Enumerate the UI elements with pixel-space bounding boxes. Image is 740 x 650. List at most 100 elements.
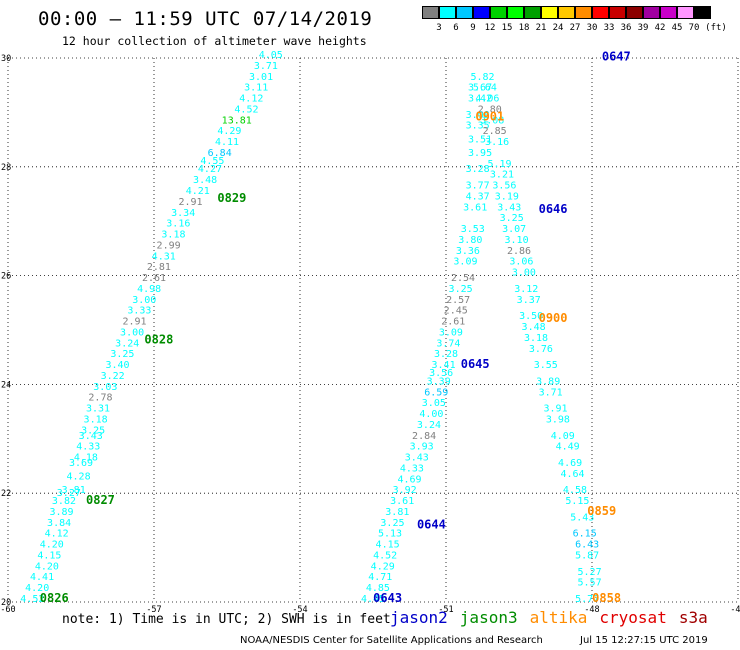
wave-height-label: 3.19 [495,191,519,202]
wave-height-label: 3.43 [405,453,429,464]
wave-height-label: 4.28 [67,472,91,483]
wave-height-label: 2.86 [507,246,531,257]
wave-height-label: 4.18 [74,453,98,464]
color-swatch [456,6,473,19]
color-swatch [490,6,507,19]
wave-height-label: 4.85 [366,583,390,594]
wave-height-label: 3.89 [536,376,560,387]
wave-height-label: 5.82 [470,72,494,83]
wave-height-label: 3.98 [546,414,570,425]
color-scale-label: 27 [569,23,581,33]
wave-height-label: 3.81 [385,507,409,518]
wave-height-label: 3.28 [434,349,458,360]
wave-height-label: 3.33 [127,306,151,317]
x-tick-label: -51 [438,605,453,615]
wave-height-label: 3.36 [456,246,480,257]
wave-height-label: 4.52 [373,550,397,561]
wave-height-label: 2.91 [122,317,146,328]
pass-time-label: 0827 [86,493,115,507]
y-tick-label: 30 [1,54,11,64]
wave-height-label: 3.25 [110,349,134,360]
wave-height-label: 3.69 [69,458,93,469]
x-tick-label: -48 [584,605,599,615]
wave-height-label: 3.06 [509,257,533,268]
wave-height-label: 4.05 [259,50,283,61]
pass-time-label: 0901 [475,110,504,124]
wave-height-label: 3.09 [453,257,477,268]
wave-height-label: 3.25 [81,425,105,436]
wave-height-label: 3.00 [512,268,536,279]
y-tick-label: 28 [1,163,11,173]
wave-height-label: 2.45 [444,306,468,317]
wave-height-label: 4.49 [556,442,580,453]
wave-height-label: 4.09 [551,431,575,442]
wave-height-label: 3.92 [393,485,417,496]
wave-height-label: 3.39 [427,376,451,387]
wave-height-label: 3.48 [522,322,546,333]
legend-item-s3a: s3a [678,608,708,627]
wave-height-label: 3.05 [422,398,446,409]
color-swatch [626,6,643,19]
wave-height-label: 3.82 [52,496,76,507]
pass-time-label: 0859 [587,504,616,518]
wave-height-label: 5.57 [578,578,602,589]
credit-line: NOAA/NESDIS Center for Satellite Applica… [240,635,543,646]
wave-height-label: 3.42 [468,94,492,105]
wave-height-label: 3.53 [461,224,485,235]
color-scale-label: 45 [671,23,683,33]
color-scale-label: 3 [436,23,442,33]
pass-time-label: 0647 [602,50,631,64]
wave-height-label: 3.84 [47,518,71,529]
color-scale-label: 15 [501,23,513,33]
legend-item-jason2: jason2 [390,608,448,627]
wave-height-label: 4.69 [558,458,582,469]
pass-time-label: 0828 [144,333,173,347]
color-scale-label: 70 [688,23,700,33]
wave-height-label: 3.56 [429,368,453,379]
wave-height-label: 3.31 [86,404,110,415]
wave-height-label: 3.00 [132,295,156,306]
wave-height-label: 4.41 [30,572,54,583]
wave-height-label: 3.07 [502,224,526,235]
wave-height-label: 4.00 [419,409,443,420]
wave-height-label: 3.16 [485,137,509,148]
pass-time-label: 0826 [40,591,69,605]
wave-height-label: 5.15 [565,496,589,507]
color-scale-unit: (ft) [705,23,727,33]
wave-height-label: 4.06 [475,94,499,105]
wave-height-label: 4.21 [186,186,210,197]
wave-height-label: 4.29 [371,561,395,572]
wave-height-label: 3.08 [480,115,504,126]
color-scale-label: 18 [518,23,530,33]
wave-height-label: 3.93 [410,442,434,453]
wave-height-label: 4.45 [361,594,385,605]
wave-height-label: 2.57 [446,295,470,306]
wave-height-label: 5.77 [575,594,599,605]
wave-height-label: 3.28 [466,164,490,175]
pass-time-label: 0644 [417,518,446,532]
wave-height-label: 3.27 [57,488,81,499]
wave-height-label: 3.03 [93,382,117,393]
wave-height-label: 3.22 [101,371,125,382]
wave-height-label: 3.08 [466,110,490,121]
wave-height-label: 2.61 [441,317,465,328]
wave-height-label: 3.18 [161,230,185,241]
satellite-legend: jason2 jason3 altika cryosat s3a [390,608,720,627]
wave-height-label: 3.24 [417,420,441,431]
y-tick-label: 22 [1,489,11,499]
x-tick-label: -57 [146,605,161,615]
wave-height-label: 3.61 [390,496,414,507]
color-scale-label: 24 [552,23,564,33]
color-swatch [575,6,592,19]
wave-height-label: 3.76 [529,344,553,355]
wave-height-label: 13.81 [222,115,252,126]
color-swatch [592,6,609,19]
wave-height-label: 3.12 [514,284,538,295]
wave-height-label: 5.19 [487,159,511,170]
y-tick-label: 26 [1,272,11,282]
color-swatch [473,6,490,19]
wave-height-label: 4.33 [76,442,100,453]
color-swatch [609,6,626,19]
pass-time-label: 0643 [373,591,402,605]
wave-height-label: 3.71 [539,387,563,398]
